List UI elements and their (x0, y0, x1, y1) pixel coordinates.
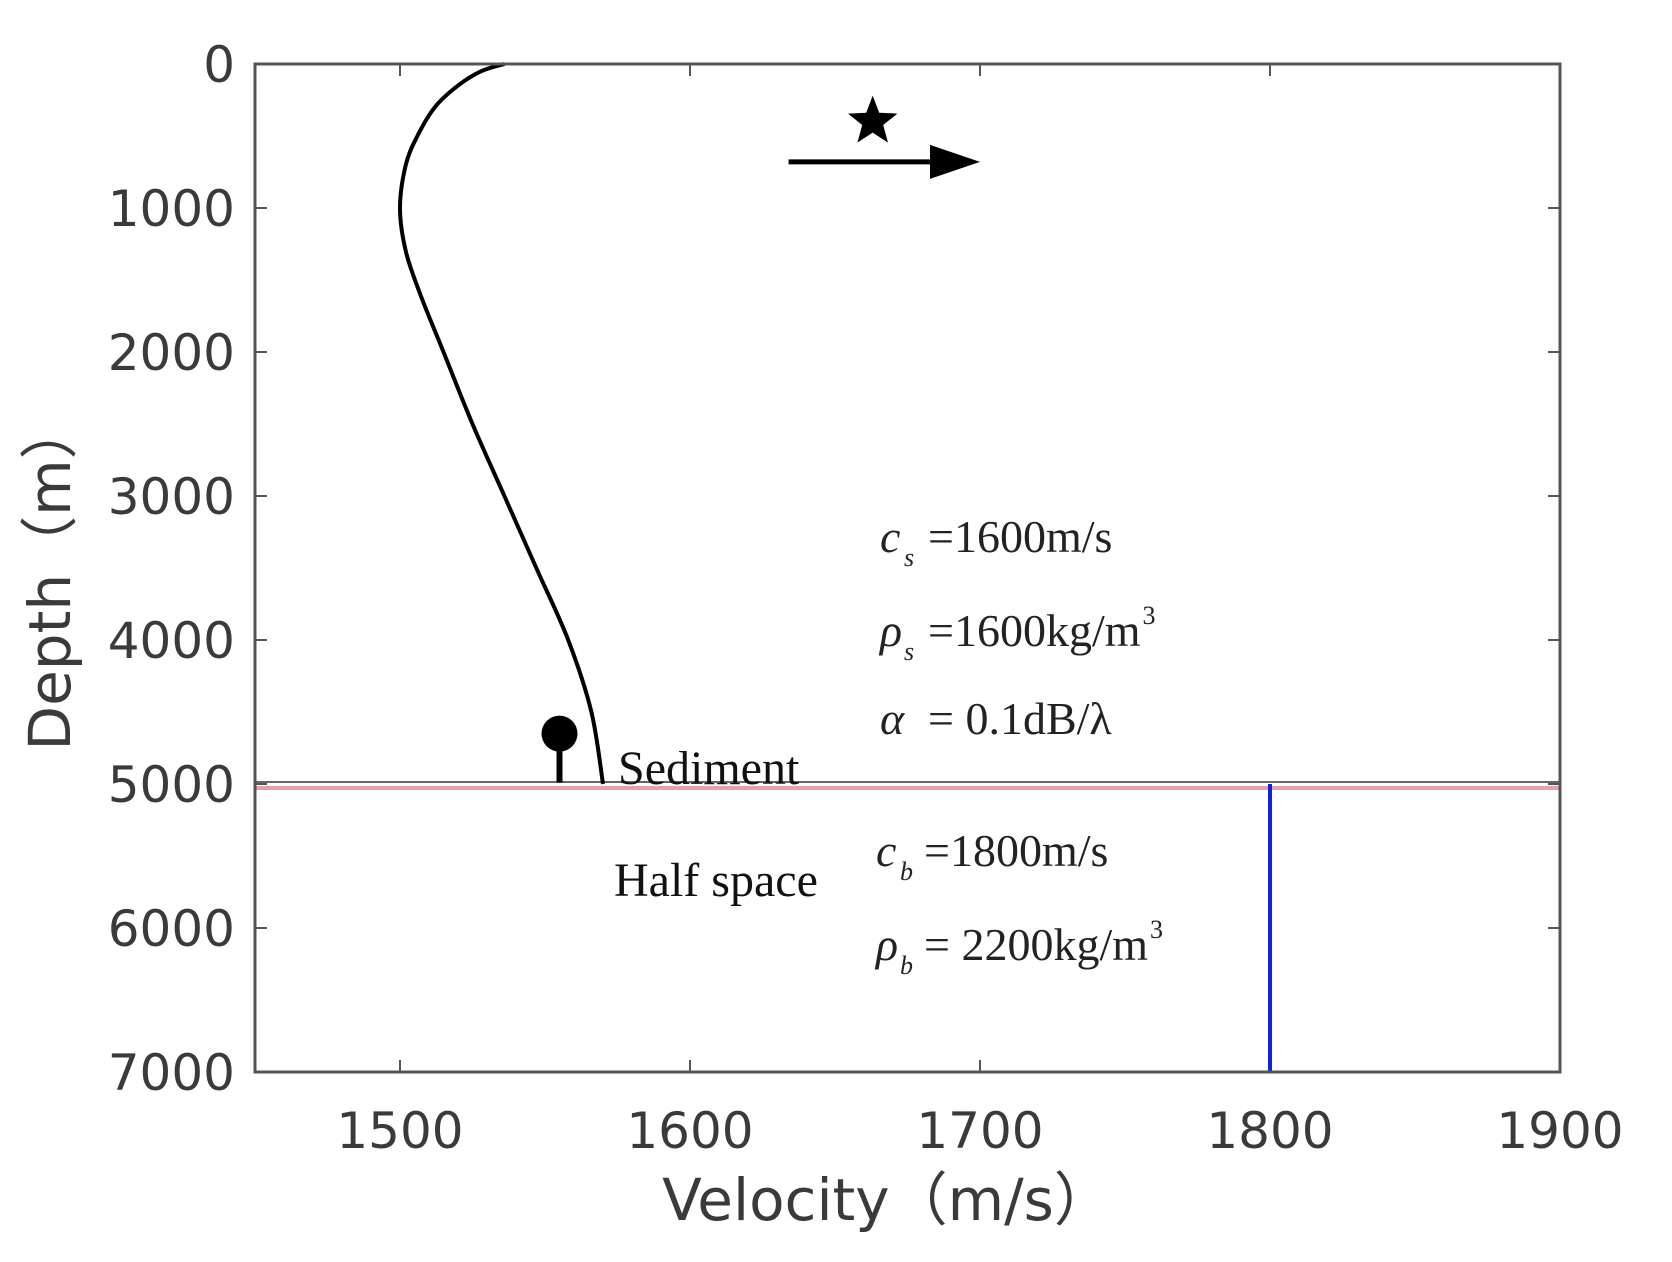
sediment-param-1-symbol: ρ (878, 605, 902, 656)
markers (541, 95, 980, 783)
y-tick-label: 3000 (108, 468, 235, 526)
sediment-param-0: c s =1600m/s (880, 511, 1112, 572)
halfspace-label: Half space (614, 854, 818, 907)
halfspace-param-0-value: =1800m/s (924, 825, 1108, 876)
x-tick-label: 1800 (1206, 1102, 1333, 1160)
sediment-label: Sediment (618, 742, 800, 795)
series-sound-speed-profile (397, 62, 605, 785)
halfspace-param-0-symbol: c (876, 825, 896, 876)
halfspace-param-0: c b =1800m/s (876, 825, 1108, 886)
y-tick-label: 2000 (108, 324, 235, 382)
halfspace-param-1-value: = 2200kg/m (924, 919, 1148, 970)
sediment-param-2-symbol: α (880, 693, 905, 744)
sediment-param-2: α = 0.1dB/λ (880, 693, 1112, 744)
receiver-icon (541, 715, 578, 752)
arrow-right-icon (930, 144, 980, 179)
y-axis-label: Depth（m） (16, 401, 84, 750)
y-tick-label: 5000 (108, 756, 235, 814)
sediment-param-1-value: =1600kg/m (928, 605, 1141, 656)
y-tick-label: 7000 (108, 1044, 235, 1102)
x-axis-label: Velocity（m/s） (662, 1166, 1112, 1234)
sediment-param-0-symbol: c (880, 511, 900, 562)
y-tick-label: 6000 (108, 900, 235, 958)
sediment-param-1-subscript: s (904, 637, 914, 666)
halfspace-param-1-superscript: 3 (1150, 915, 1163, 944)
x-tick-label: 1500 (336, 1102, 463, 1160)
y-tick-label: 0 (203, 36, 235, 94)
x-tick-label: 1600 (626, 1102, 753, 1160)
sediment-param-1: ρ s =1600kg/m 3 (878, 601, 1156, 666)
plot-frame (253, 62, 1562, 1074)
y-tick-label: 1000 (108, 180, 235, 238)
halfspace-param-1: ρ b = 2200kg/m 3 (874, 915, 1163, 980)
halfspace-param-0-subscript: b (900, 857, 913, 886)
x-tick-label: 1700 (916, 1102, 1043, 1160)
plot-lines (255, 62, 1560, 1072)
sediment-param-0-value: =1600m/s (928, 511, 1112, 562)
source-star-icon (848, 95, 898, 143)
sediment-param-2-value: = 0.1dB/λ (928, 693, 1112, 744)
sediment-param-0-subscript: s (904, 543, 914, 572)
tick-labels: 1500 1600 1700 1800 1900 0 1000 2000 3000 4000 500… (108, 36, 1624, 1160)
y-tick-label: 4000 (108, 612, 235, 670)
sediment-param-1-superscript: 3 (1143, 601, 1156, 630)
halfspace-param-1-symbol: ρ (874, 919, 898, 970)
halfspace-param-1-subscript: b (900, 951, 913, 980)
x-tick-label: 1900 (1496, 1102, 1623, 1160)
